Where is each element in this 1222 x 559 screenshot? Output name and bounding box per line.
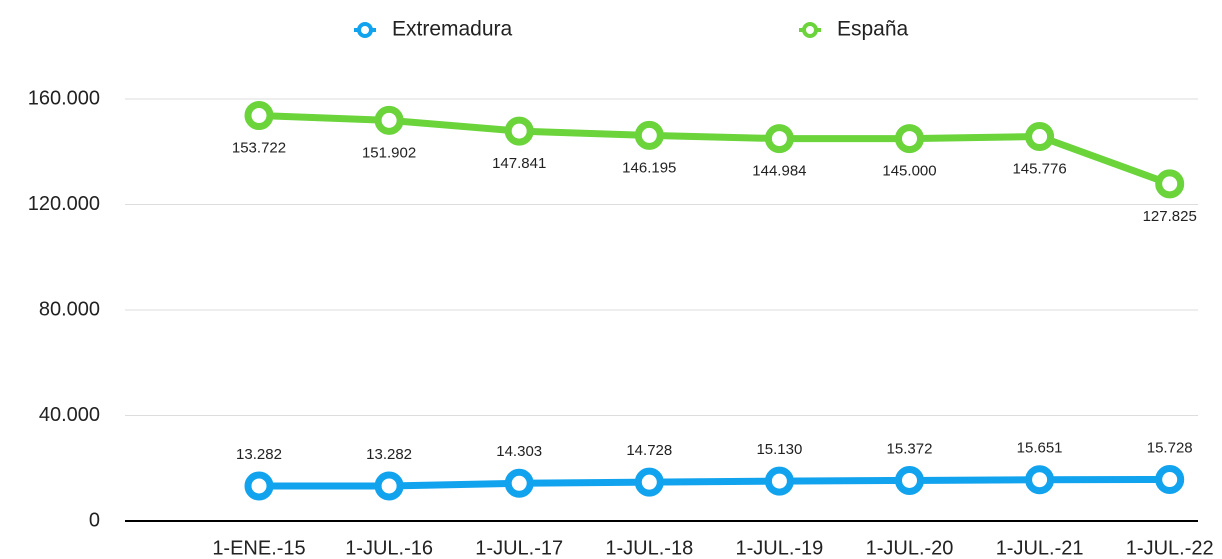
point [764,466,794,496]
data-label: 144.984 [752,163,806,180]
point [1155,169,1185,199]
point [764,124,794,154]
data-label: 145.000 [882,163,936,180]
line [259,476,1170,490]
y-tick-label: 160.000 [28,87,100,109]
y-tick-label: 80.000 [39,298,100,320]
data-label: 15.728 [1147,439,1193,456]
x-tick-label: 1-JUL.-20 [866,537,954,559]
data-label: 15.651 [1017,440,1063,457]
data-label: 153.722 [232,140,286,157]
point [634,120,664,150]
legend-marker [357,22,373,38]
legend-label: España [837,18,909,41]
data-label: 147.841 [492,155,546,172]
point [895,124,924,154]
data-label: 146.195 [622,159,676,176]
data-label: 127.825 [1143,208,1197,225]
x-tick-label: 1-JUL.-16 [345,537,433,559]
x-tick-label: 1-JUL.-22 [1126,537,1214,559]
point [244,101,274,131]
point [244,471,274,501]
data-label: 151.902 [362,144,416,161]
data-label: 145.776 [1012,160,1066,177]
point [374,471,404,501]
x-tick-label: 1-JUL.-18 [605,537,693,559]
data-label: 14.728 [626,442,672,459]
legend-marker [802,22,818,38]
data-label: 13.282 [236,446,282,463]
point [895,465,924,495]
y-tick-label: 40.000 [39,404,100,426]
point [1025,465,1055,495]
point [374,105,404,135]
data-label: 14.303 [496,443,542,460]
point [504,116,534,146]
y-tick-label: 120.000 [28,193,100,215]
legend-label: Extremadura [392,18,513,41]
line [258,112,1171,188]
data-label: 15.372 [887,440,933,457]
x-tick-label: 1-JUL.-19 [735,537,823,559]
x-tick-label: 1-JUL.-17 [475,537,563,559]
y-tick-label: 0 [89,509,100,531]
point [634,467,664,497]
x-tick-label: 1-ENE.-15 [212,537,305,559]
data-label: 15.130 [756,441,802,458]
x-tick-label: 1-JUL.-21 [996,537,1084,559]
point [1155,465,1185,495]
point [1025,122,1055,152]
data-label: 13.282 [366,446,412,463]
point [504,468,534,498]
